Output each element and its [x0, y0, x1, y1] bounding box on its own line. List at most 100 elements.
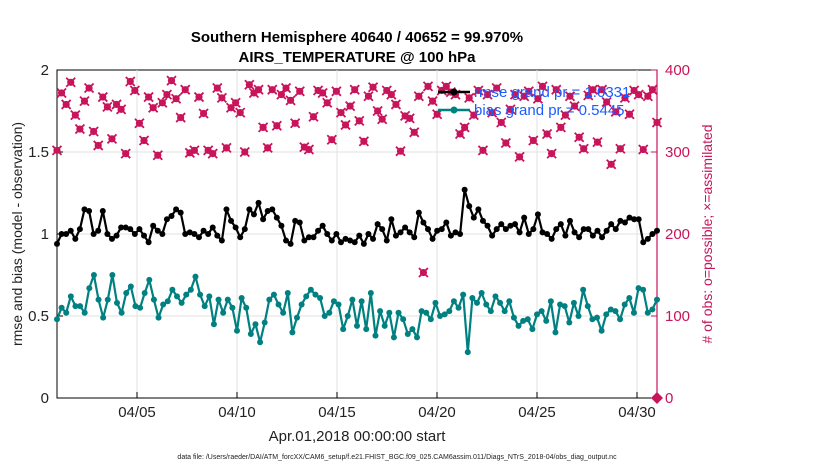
bias-point: [298, 301, 305, 308]
obs-cross: [56, 87, 67, 99]
bias-point: [312, 291, 319, 298]
rmse-point: [260, 216, 267, 223]
y-tick-label-left: 1.5: [28, 144, 49, 161]
rmse-point: [141, 232, 148, 239]
bias-point: [303, 293, 310, 300]
obs-cross: [505, 104, 516, 115]
bias-point: [630, 309, 637, 316]
bias-point: [584, 303, 591, 310]
bias-point: [95, 296, 102, 303]
rmse-point: [580, 226, 587, 233]
x-tick-label: 04/25: [518, 404, 556, 421]
obs-cross: [308, 111, 319, 122]
bias-point: [100, 314, 107, 321]
legend-marker-rmse: [450, 88, 458, 96]
rmse-point: [296, 219, 303, 226]
bias-point: [234, 327, 240, 334]
obs-cross: [367, 82, 379, 93]
rmse-point: [301, 237, 308, 244]
rmse-point: [631, 216, 638, 223]
bias-point: [372, 332, 379, 339]
obs-cross: [157, 97, 168, 108]
rmse-point: [186, 229, 193, 236]
rmse-point: [635, 216, 642, 223]
rmse-point: [603, 227, 610, 234]
rmse-point: [356, 232, 363, 239]
rmse-point: [191, 231, 198, 237]
bias-point: [414, 334, 420, 341]
obs-cross: [257, 122, 269, 133]
bias-point: [437, 313, 444, 319]
rmse-point: [406, 229, 413, 236]
rmse-point: [246, 206, 253, 213]
bias-point: [649, 306, 656, 313]
bias-point: [247, 331, 254, 338]
rmse-point: [411, 234, 418, 241]
obs-cross: [166, 75, 177, 86]
bias-point: [534, 311, 540, 318]
obs-cross: [97, 91, 108, 103]
bias-point: [441, 311, 448, 318]
obs-cross: [193, 91, 205, 103]
obs-cross: [143, 91, 154, 103]
obs-cross: [564, 91, 576, 102]
rmse-point: [493, 226, 500, 233]
bias-point: [617, 316, 624, 323]
obs-cross: [212, 82, 223, 94]
rmse-point: [429, 235, 436, 242]
bias-point: [257, 339, 264, 346]
rmse-point: [168, 212, 175, 219]
y-tick-label-right: 400: [665, 62, 690, 79]
series-bias: [54, 272, 660, 356]
rmse-point: [388, 216, 395, 223]
rmse-point: [278, 222, 285, 229]
rmse-point: [205, 231, 212, 237]
rmse-point: [67, 227, 74, 234]
bias-point: [160, 301, 167, 308]
bias-point: [104, 296, 111, 303]
rmse-point: [379, 226, 386, 233]
obs-cross: [221, 142, 232, 154]
rmse-point: [214, 232, 221, 239]
obs-cross: [601, 96, 612, 108]
rmse-point: [571, 229, 578, 236]
bias-point: [501, 308, 508, 315]
rmse-point: [292, 217, 299, 224]
obs-cross: [285, 95, 296, 106]
y-tick-label-right: 300: [665, 144, 690, 161]
rmse-point: [617, 217, 624, 224]
rmse-point: [351, 239, 358, 246]
obs-cross: [51, 145, 63, 156]
bias-point: [137, 304, 144, 311]
rmse-point: [333, 231, 340, 237]
obs-cross: [390, 99, 402, 110]
obs-cross: [138, 135, 150, 146]
bias-point: [557, 301, 564, 308]
bias-point: [77, 303, 84, 310]
obs-cross: [322, 97, 333, 108]
rmse-point: [81, 206, 88, 213]
obs-cross: [541, 128, 553, 140]
obs-cross: [358, 136, 370, 147]
bias-point: [589, 316, 596, 323]
bias-point: [150, 296, 157, 303]
bias-point: [141, 290, 148, 297]
obs-cross: [509, 89, 521, 100]
bias-point: [58, 304, 65, 311]
obs-cross: [555, 122, 566, 133]
obs-cross: [574, 132, 585, 143]
bias-point: [86, 285, 93, 292]
legend-label-rmse: rmse grand pr = 1.0331: [474, 84, 630, 101]
rmse-point: [553, 226, 560, 233]
bias-point: [474, 299, 480, 306]
chart-subtitle: AIRS_TEMPERATURE @ 100 hPa: [239, 49, 477, 66]
obs-cross: [207, 148, 218, 159]
bias-point: [229, 304, 236, 311]
rmse-point: [237, 234, 244, 241]
bias-point: [543, 317, 550, 324]
rmse-point: [438, 226, 445, 233]
bias-point: [243, 304, 250, 311]
obs-cross: [569, 100, 580, 112]
obs-cross: [335, 107, 347, 118]
bias-point: [423, 309, 430, 316]
